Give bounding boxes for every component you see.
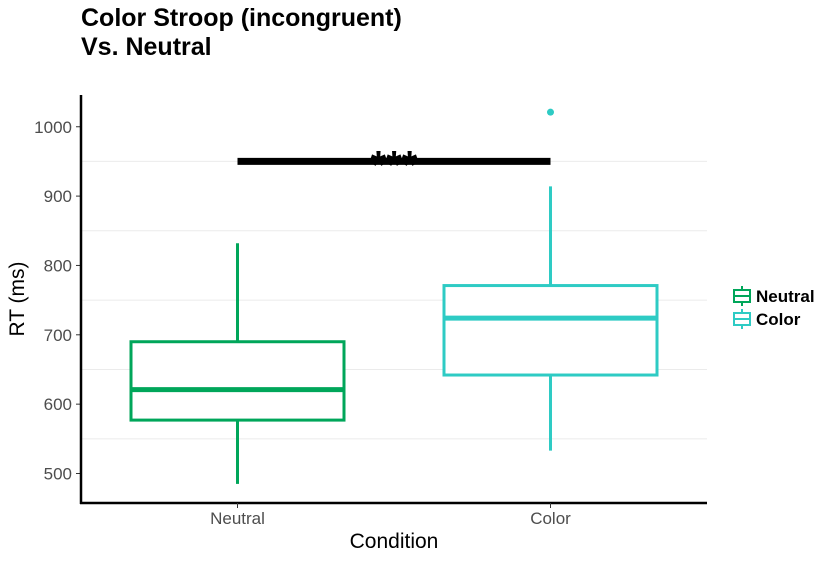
x-tick-label: Neutral [210, 509, 265, 528]
chart-title-line-1: Color Stroop (incongruent) [81, 4, 402, 32]
y-tick-label: 1000 [34, 118, 72, 137]
chart-title: Color Stroop (incongruent) Vs. Neutral [81, 4, 402, 62]
y-tick-label: 800 [44, 256, 72, 275]
legend-label: Neutral [756, 287, 815, 306]
x-tick-label: Color [530, 509, 571, 528]
legend-label: Color [756, 310, 801, 329]
y-tick-label: 500 [44, 465, 72, 484]
box-neutral [129, 340, 346, 422]
outlier-point [547, 108, 554, 116]
y-tick-label: 900 [44, 187, 72, 206]
y-axis-title: RT (ms) [6, 261, 29, 336]
chart-title-line-2: Vs. Neutral [81, 33, 212, 61]
y-tick-label: 600 [44, 395, 72, 414]
significance-label: *** [371, 143, 418, 187]
x-axis-title: Condition [350, 530, 439, 553]
y-tick-label: 700 [44, 326, 72, 345]
box-color [442, 284, 659, 377]
